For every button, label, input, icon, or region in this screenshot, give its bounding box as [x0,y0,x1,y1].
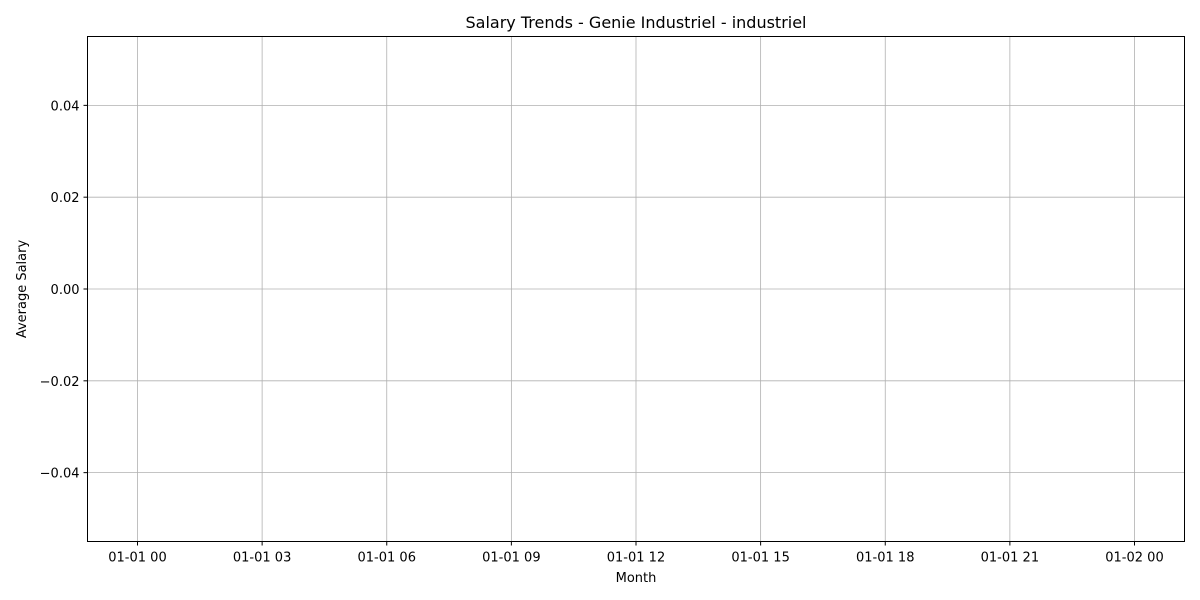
x-tick-label: 01-01 09 [482,551,540,566]
y-tick-label: 0.02 [51,191,80,206]
x-tick-label: 01-01 00 [108,551,166,566]
x-tick-label: 01-01 03 [233,551,291,566]
x-axis-ticks: 01-01 00 01-01 03 01-01 06 01-01 09 01-01 12… [108,541,1164,566]
y-tick-label: −0.02 [40,375,80,390]
chart-title: Salary Trends - Genie Industriel - indus… [466,13,807,32]
y-axis-label: Average Salary [15,240,30,339]
x-tick-label: 01-01 21 [981,551,1039,566]
plot-area [87,36,1185,542]
x-axis-label: Month [616,571,657,586]
y-tick-label: −0.04 [40,467,80,482]
x-tick-label: 01-01 06 [358,551,416,566]
x-tick-label: 01-02 00 [1105,551,1163,566]
x-tick-label: 01-01 12 [607,551,665,566]
y-axis-ticks: 0.04 0.02 0.00 −0.02 −0.04 [40,99,88,482]
y-tick-label: 0.00 [51,283,80,298]
y-tick-label: 0.04 [51,99,80,114]
x-tick-label: 01-01 15 [731,551,789,566]
x-tick-label: 01-01 18 [856,551,914,566]
grid-lines [87,36,1185,542]
